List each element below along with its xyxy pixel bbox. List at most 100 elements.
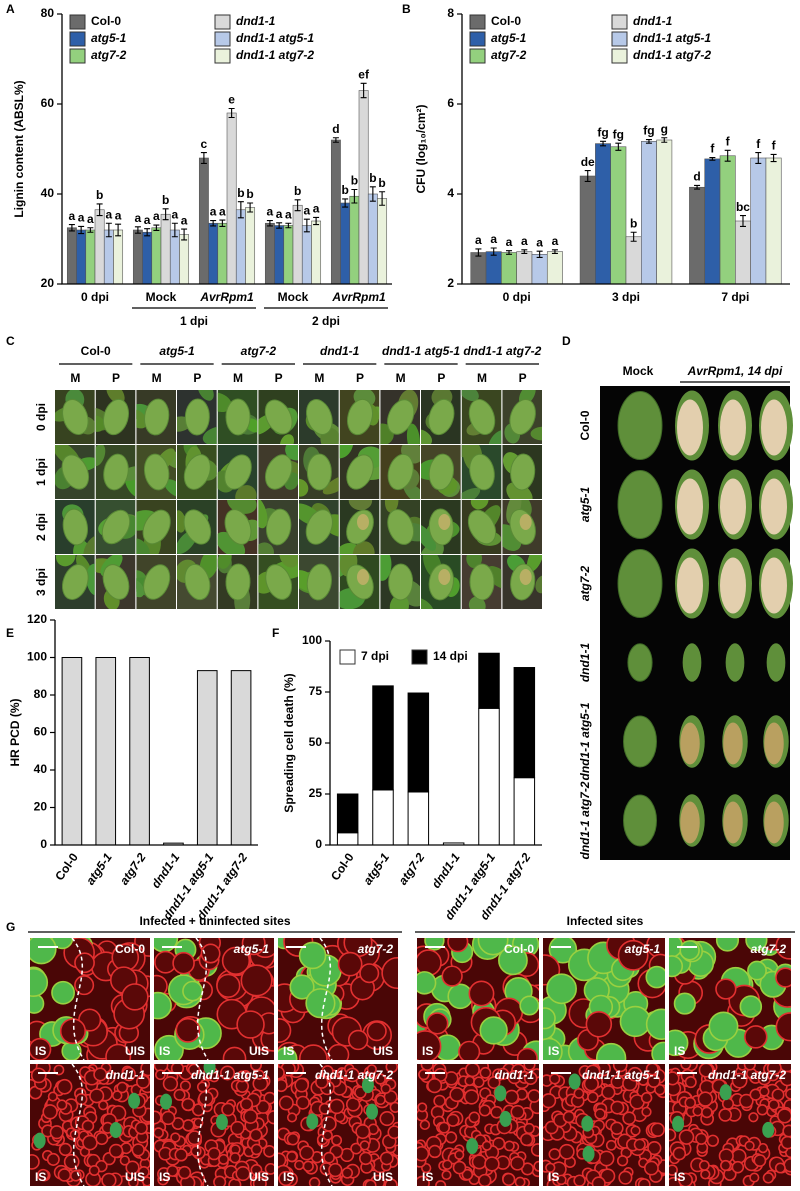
- cell: [221, 1102, 235, 1117]
- is-label: IS: [548, 1170, 559, 1184]
- cell: [527, 1089, 539, 1103]
- leaf: [387, 453, 414, 491]
- mock-leaf: [623, 794, 657, 847]
- cell: [56, 1099, 68, 1111]
- micrograph: atg7-2 IS: [669, 938, 791, 1060]
- cell: [190, 1145, 202, 1157]
- genotype-label: dnd1-1: [495, 1068, 535, 1082]
- lesion: [438, 569, 451, 585]
- leaf: [279, 555, 299, 568]
- significance-letter: g: [661, 122, 668, 136]
- uis-label: UIS: [249, 1044, 269, 1058]
- error-bar: [475, 248, 482, 257]
- leaf: [406, 423, 420, 444]
- y-tick-label: 100: [27, 650, 47, 664]
- cell: [548, 938, 578, 964]
- is-label: IS: [674, 1044, 685, 1058]
- legend-swatch: [69, 48, 86, 64]
- cell: [181, 1097, 195, 1112]
- gfp-spot: [499, 1110, 512, 1127]
- cell: [218, 1153, 230, 1165]
- cell: [715, 938, 740, 952]
- leaf: [235, 485, 257, 499]
- plant-photo: [380, 445, 421, 499]
- cell: [417, 1175, 430, 1186]
- is-label: IS: [35, 1170, 46, 1184]
- uis-label: UIS: [249, 1170, 269, 1184]
- bar: [470, 252, 487, 285]
- cell: [601, 1085, 616, 1100]
- cell: [137, 1165, 150, 1178]
- cell: [286, 1112, 298, 1123]
- plant-photo: [258, 445, 299, 499]
- cell: [543, 1007, 556, 1030]
- gfp-spot: [306, 1113, 319, 1130]
- axis-line: [61, 14, 392, 285]
- legend-swatch: [611, 14, 628, 30]
- cell: [775, 967, 791, 988]
- cell: [111, 1090, 123, 1101]
- bar: [151, 227, 162, 285]
- leaf: [225, 398, 251, 436]
- bar-segment: [372, 685, 394, 791]
- plant-photo: [339, 500, 380, 554]
- cell: [627, 1066, 643, 1082]
- lesion: [761, 399, 787, 456]
- boundary: [195, 1064, 209, 1186]
- cell: [473, 1076, 485, 1088]
- genotype-header: dnd1-1: [320, 344, 360, 358]
- leaf: [86, 563, 95, 596]
- bar: [235, 209, 246, 285]
- bar: [367, 193, 378, 285]
- significance-letter: a: [69, 209, 76, 223]
- cell: [468, 1111, 481, 1124]
- leaf: [266, 508, 292, 546]
- is-label: IS: [422, 1044, 433, 1058]
- micrograph: dnd1-1 atg7-2 IS: [669, 1064, 791, 1186]
- error-bar: [342, 198, 349, 208]
- plant-photo: [299, 445, 339, 499]
- cell: [441, 1169, 452, 1181]
- plant-photo: [258, 500, 299, 554]
- panel-label: A: [6, 2, 15, 16]
- cell: [30, 1037, 52, 1060]
- y-tick-label: 60: [41, 96, 55, 110]
- panel-label: C: [6, 334, 15, 348]
- cell: [641, 1106, 652, 1117]
- cell: [30, 938, 57, 965]
- error-bar: [615, 142, 622, 151]
- cell: [471, 1154, 487, 1170]
- cell: [427, 1078, 443, 1094]
- leaf: [102, 564, 130, 600]
- leaf: [388, 563, 414, 601]
- cell: [236, 1070, 249, 1083]
- plant-photo: [461, 445, 502, 499]
- cell: [278, 1095, 294, 1111]
- cell: [420, 1064, 434, 1071]
- significance-letter: a: [521, 234, 528, 248]
- timepoint-label: 1 dpi: [34, 458, 48, 486]
- gfp-spot: [466, 1138, 479, 1155]
- cell: [61, 1040, 82, 1060]
- lesion: [680, 722, 700, 765]
- bar: [501, 252, 517, 285]
- section-title: Infected + uninfected sites: [139, 914, 290, 928]
- cell: [701, 1106, 713, 1119]
- cell: [523, 1122, 535, 1135]
- error-bar: [78, 225, 85, 235]
- y-tick-label: 20: [41, 276, 55, 290]
- cell: [170, 1132, 181, 1143]
- cell: [347, 1029, 369, 1051]
- significance-letter: e: [228, 93, 235, 107]
- cell: [468, 980, 495, 1007]
- cell: [278, 1078, 288, 1093]
- error-bar: [724, 149, 731, 162]
- cell: [484, 1156, 500, 1172]
- bar: [330, 139, 341, 285]
- cell: [757, 1142, 769, 1154]
- cell: [498, 945, 528, 976]
- cell: [162, 1075, 179, 1092]
- bar: [103, 229, 114, 285]
- cell: [446, 1113, 460, 1127]
- bar: [485, 251, 502, 285]
